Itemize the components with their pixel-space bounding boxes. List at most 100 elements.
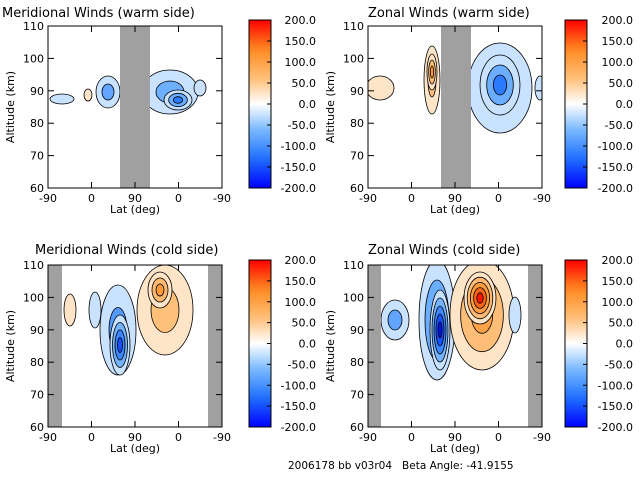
- data-gap: [208, 265, 222, 427]
- x-tick-label: 0: [175, 192, 182, 205]
- x-tick-label: 0: [408, 192, 415, 205]
- y-tick-label: 110: [23, 20, 44, 33]
- colorbar-label: 200.0: [285, 14, 317, 27]
- chart-title: Meridional Winds (warm side): [2, 6, 195, 21]
- y-tick-label: 90: [350, 324, 364, 337]
- colorbar-label: 150.0: [285, 35, 317, 48]
- x-tick-label: 90: [128, 192, 142, 205]
- x-tick-label: 90: [448, 431, 462, 444]
- colorbar-label: 50.0: [609, 77, 634, 90]
- data-gap: [120, 26, 150, 188]
- colorbar-label: 100.0: [602, 296, 634, 309]
- contour-region: [476, 292, 484, 304]
- y-tick-label: 90: [30, 324, 44, 337]
- colorbar-label: 100.0: [602, 56, 634, 69]
- colorbar-label: 200.0: [285, 254, 317, 267]
- colorbar-label: -150.0: [598, 400, 633, 413]
- colorbar-label: 50.0: [609, 317, 634, 330]
- y-axis-label: Altitude (km): [4, 71, 17, 143]
- x-tick-label: -90: [213, 192, 231, 205]
- chart-title: Zonal Winds (cold side): [368, 243, 520, 258]
- colorbar-label: 50.0: [292, 77, 317, 90]
- panel-3: 60 70 80 90 100 110 -90 0 90 0 -90 Meridional Winds…: [4, 243, 316, 455]
- y-axis-label: Altitude (km): [4, 310, 17, 382]
- y-tick-label: 60: [30, 182, 44, 195]
- y-tick-label: 70: [350, 150, 364, 163]
- x-tick-label: 0: [408, 431, 415, 444]
- colorbar-label: 150.0: [602, 275, 634, 288]
- colorbar-label: -100.0: [598, 379, 633, 392]
- colorbar-label: 100.0: [285, 296, 317, 309]
- panel-4: 60 70 80 90 100 110 -90 0 90 0 -90 Zonal Winds (col…: [324, 243, 633, 455]
- y-tick-label: 70: [350, 389, 364, 402]
- data-gap: [48, 265, 62, 427]
- contour-region: [429, 65, 435, 79]
- contour-region: [88, 291, 102, 329]
- x-axis-label: Lat (deg): [430, 442, 480, 455]
- x-tick-label: 0: [88, 192, 95, 205]
- y-axis-label: Altitude (km): [324, 310, 337, 382]
- y-tick-label: 110: [23, 259, 44, 272]
- chart-title: Meridional Winds (cold side): [35, 243, 218, 258]
- contour-region: [101, 83, 115, 101]
- colorbar-label: -150.0: [598, 161, 633, 174]
- footer-text: 2006178 bb v03r04 Beta Angle: -41.9155: [288, 460, 514, 472]
- x-tick-label: -90: [533, 431, 551, 444]
- x-axis-label: Lat (deg): [110, 442, 160, 455]
- colorbar-label: 0.0: [616, 338, 634, 351]
- colorbar-label: 100.0: [285, 56, 317, 69]
- colorbar-label: 200.0: [602, 254, 634, 267]
- x-tick-label: 90: [448, 192, 462, 205]
- y-tick-label: 70: [30, 389, 44, 402]
- chart-title: Zonal Winds (warm side): [368, 6, 530, 21]
- data-gap: [368, 265, 381, 427]
- y-tick-label: 70: [30, 150, 44, 163]
- x-tick-label: -90: [533, 192, 551, 205]
- x-tick-label: -90: [39, 192, 57, 205]
- y-tick-label: 60: [350, 421, 364, 434]
- colorbar-label: -150.0: [281, 400, 316, 413]
- contour-region: [117, 337, 123, 353]
- x-tick-label: -90: [359, 431, 377, 444]
- colorbar-label: 0.0: [616, 98, 634, 111]
- panel-1: 60 70 80 90 100 110 -90 0 90 0 -90 Meridional Winds…: [2, 6, 316, 216]
- colorbar-label: -50.0: [605, 119, 633, 132]
- contour-region: [49, 93, 75, 105]
- colorbar-label: 150.0: [602, 35, 634, 48]
- x-axis-label: Lat (deg): [430, 203, 480, 216]
- x-tick-label: 0: [88, 431, 95, 444]
- x-tick-label: 90: [128, 431, 142, 444]
- contour-region: [387, 309, 403, 331]
- data-gap: [528, 265, 542, 427]
- y-tick-label: 60: [30, 421, 44, 434]
- y-tick-label: 80: [30, 117, 44, 130]
- colorbar-label: -200.0: [281, 182, 316, 195]
- colorbar-label: -100.0: [281, 379, 316, 392]
- contour-region: [492, 74, 508, 96]
- contour-region: [437, 321, 443, 339]
- y-tick-label: 100: [343, 291, 364, 304]
- x-tick-label: 0: [495, 431, 502, 444]
- x-tick-label: -90: [39, 431, 57, 444]
- x-axis-label: Lat (deg): [110, 203, 160, 216]
- colorbar-label: -200.0: [281, 421, 316, 434]
- colorbar-label: 0.0: [299, 98, 317, 111]
- colorbar-label: -200.0: [598, 421, 633, 434]
- contour-region: [63, 293, 77, 327]
- colorbar-label: 50.0: [292, 317, 317, 330]
- x-tick-label: 0: [175, 431, 182, 444]
- contour-region: [508, 296, 522, 334]
- colorbar-label: 200.0: [602, 14, 634, 27]
- y-tick-label: 80: [350, 356, 364, 369]
- y-tick-label: 60: [350, 182, 364, 195]
- colorbar-label: 0.0: [299, 338, 317, 351]
- contour-field: [368, 265, 542, 427]
- colorbar-label: -100.0: [281, 140, 316, 153]
- x-tick-label: -90: [359, 192, 377, 205]
- colorbar-label: -100.0: [598, 140, 633, 153]
- contour-field: [368, 26, 542, 188]
- y-tick-label: 80: [350, 117, 364, 130]
- y-tick-label: 90: [30, 85, 44, 98]
- contour-region: [83, 88, 93, 102]
